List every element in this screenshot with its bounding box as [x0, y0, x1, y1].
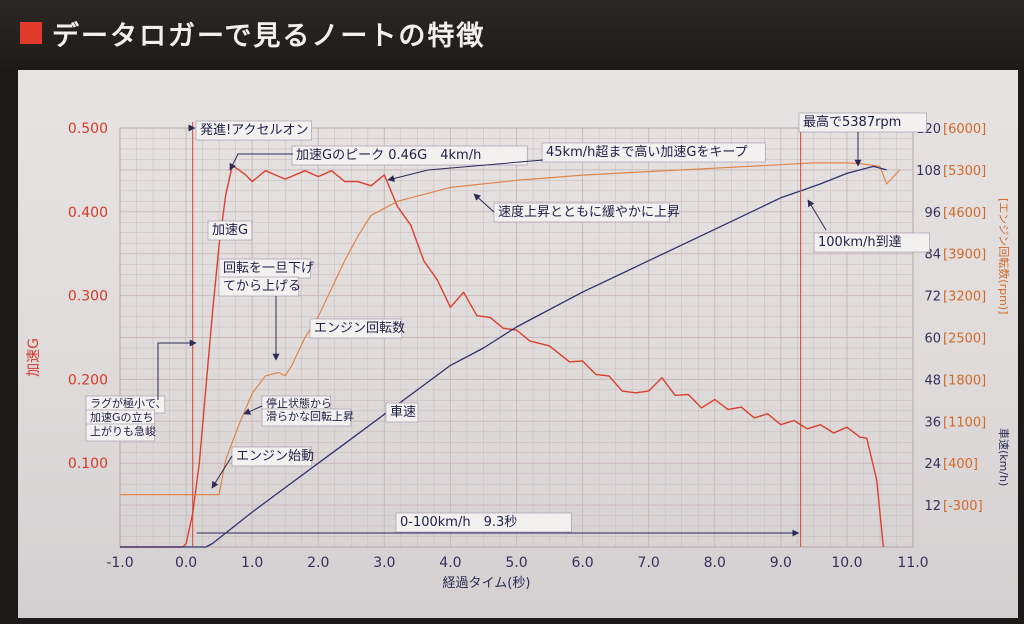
annotation-lag-1: ラグが極小で、: [90, 396, 167, 410]
annotation-box: [541, 142, 766, 163]
annotation-0-100: 0-100km/h 9.3秒: [400, 515, 517, 530]
right-tick-rpm: [1100]: [943, 415, 986, 430]
right-tick-rpm: [4600]: [943, 206, 986, 221]
annotation-smooth-2: 滑らかな回転上昇: [266, 410, 354, 423]
annotation-engine-start: エンジン始動: [236, 449, 314, 464]
x-tick-label: 10.0: [831, 555, 862, 571]
chart-series: [120, 122, 901, 548]
x-tick-label: 5.0: [505, 555, 527, 571]
annotation-start: 発進!アクセルオン: [200, 123, 309, 138]
right-tick-rpm: [2500]: [943, 332, 986, 347]
x-tick-label: 2.0: [307, 555, 329, 571]
x-tick-label: 6.0: [571, 555, 593, 571]
annotation-lag-2: 加速Gの立ち: [90, 410, 154, 424]
chart-panel: -1.0 0.0 1.0 2.0 3.0 4.0 5.0 6.0 7.0 8.0 9.0 10.0 11…: [18, 70, 1018, 618]
left-tick-label: 0.300: [68, 289, 108, 305]
annotation-box: [291, 145, 528, 166]
right-axis-label-rpm: [エンジン回転数(rpm)]: [997, 198, 1010, 314]
chart-grid: [119, 127, 914, 548]
annotation-box: [493, 202, 670, 223]
x-tick-label: 0.0: [175, 555, 197, 571]
right-tick-rpm: [-300]: [943, 499, 983, 514]
right-axis-label-speed: 車速(km/h): [997, 428, 1011, 486]
annotation-kasoku-g: 加速G: [212, 223, 248, 238]
annotation-peak: 加速Gのピーク 0.46G 4km/h: [296, 148, 481, 163]
chart-axes: -1.0 0.0 1.0 2.0 3.0 4.0 5.0 6.0 7.0 8.0 9.0 10.0 11…: [26, 121, 1011, 591]
annotation-max-rpm: 最高で5387rpm: [803, 114, 901, 130]
plot-border: [119, 127, 914, 548]
left-axis-label: 加速G: [26, 338, 42, 377]
x-tick-label: 4.0: [439, 555, 461, 571]
annotation-box: [395, 512, 572, 533]
x-tick-label: 11.0: [897, 555, 928, 571]
series-line-speed: [120, 165, 887, 548]
annotation-box: [195, 120, 312, 141]
annotation-smooth-1: 停止状態から: [266, 396, 332, 410]
x-tick-label: -1.0: [106, 555, 133, 571]
annotation-lag-3: 上がりも急峻: [90, 424, 156, 438]
x-tick-label: 1.0: [241, 555, 263, 571]
page-title: データロガーで見るノートの特徴: [52, 21, 486, 52]
right-tick-speed: 12: [924, 499, 941, 514]
annotation-box: [309, 318, 403, 339]
arrow-keep: [387, 159, 544, 182]
annotation-keep: 45km/h超まで高い加速Gをキープ: [546, 144, 748, 160]
annotation-rev-drop-2: てから上げる: [223, 279, 301, 294]
x-tick-label: 3.0: [373, 555, 395, 571]
series-line-engine-rpm: [120, 162, 901, 496]
page-header: データロガーで見るノートの特徴: [0, 0, 1024, 66]
arrow-speed-up: [473, 193, 495, 213]
right-tick-rpm: [3200]: [943, 290, 986, 305]
arrow-engine-start: [211, 455, 233, 489]
red-square-icon: [20, 22, 42, 44]
series-line-accel-g: [120, 165, 884, 548]
right-tick-rpm: [6000]: [943, 122, 986, 137]
right-tick-speed: 96: [924, 206, 941, 221]
left-tick-label: 0.100: [68, 456, 108, 472]
annotation-rev-drop-1: 回転を一旦下げ: [223, 261, 314, 276]
arrow-smooth: [243, 405, 263, 415]
right-tick-speed: 108: [916, 164, 941, 179]
arrow-lag: [157, 339, 197, 400]
right-tick-speed: 36: [924, 415, 941, 430]
right-tick-rpm: [5300]: [943, 164, 986, 179]
arrow-peak: [229, 153, 293, 171]
annotation-box: [85, 423, 156, 442]
right-tick-rpm: [3900]: [943, 248, 986, 263]
right-tick-speed: 72: [924, 290, 941, 305]
right-tick-speed: 48: [924, 373, 941, 388]
x-tick-label: 8.0: [704, 555, 726, 571]
right-tick-rpm: [1800]: [943, 373, 986, 388]
x-tick-label: 9.0: [770, 555, 792, 571]
left-tick-label: 0.500: [68, 121, 108, 137]
annotation-shasoku: 車速: [390, 405, 416, 420]
annotation-box: [385, 402, 419, 423]
right-tick-speed: 60: [924, 332, 941, 347]
right-tick-speed: 24: [924, 457, 941, 472]
annotation-100kmh: 100km/h到達: [818, 235, 902, 250]
x-tick-label: 7.0: [638, 555, 660, 571]
annotation-box: [813, 232, 930, 253]
arrow-100kmh: [807, 199, 827, 231]
annotation-box: [207, 220, 253, 241]
left-tick-label: 0.200: [68, 372, 108, 388]
annotation-box: [798, 112, 927, 133]
annotation-speed-up: 速度上昇とともに緩やかに上昇: [498, 204, 680, 220]
annotation-box: [261, 408, 352, 427]
data-logger-chart: -1.0 0.0 1.0 2.0 3.0 4.0 5.0 6.0 7.0 8.0 9.0 10.0 11…: [26, 112, 1011, 591]
left-tick-label: 0.400: [68, 205, 108, 221]
x-axis-label: 経過タイム(秒): [443, 576, 531, 591]
annotation-box: [218, 276, 300, 297]
right-tick-rpm: [400]: [943, 457, 978, 472]
annotation-engine-rpm: エンジン回転数: [314, 321, 405, 336]
